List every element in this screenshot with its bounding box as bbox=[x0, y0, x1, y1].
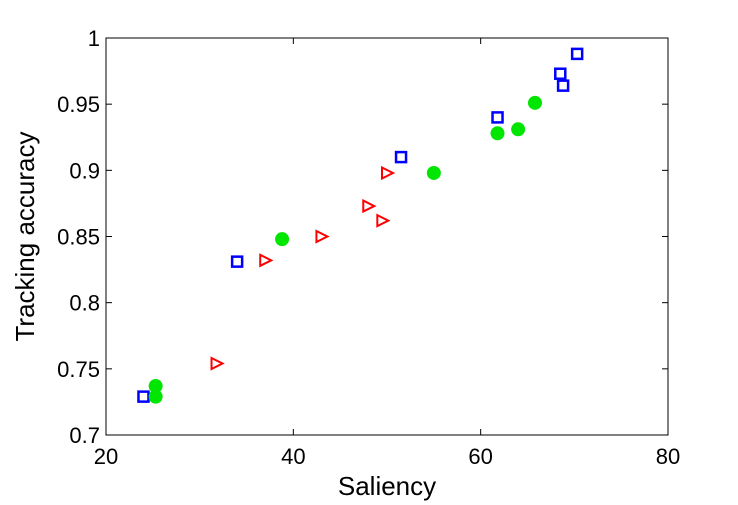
data-point-square bbox=[230, 255, 244, 268]
data-point-square bbox=[556, 79, 570, 92]
y-tick-label: 0.8 bbox=[69, 291, 100, 316]
data-point-triangle bbox=[381, 165, 396, 181]
data-point-circle bbox=[527, 95, 542, 110]
y-tick-label: 0.95 bbox=[57, 92, 100, 117]
data-point-circle bbox=[490, 126, 505, 141]
data-point-circle bbox=[148, 379, 163, 394]
data-point-triangle bbox=[210, 356, 225, 371]
data-point-square bbox=[491, 111, 504, 124]
data-point-triangle bbox=[259, 253, 274, 268]
axis-ticks bbox=[105, 37, 669, 436]
y-tick-label: 0.85 bbox=[57, 225, 100, 250]
x-tick-label: 80 bbox=[656, 444, 680, 469]
data-point-triangle bbox=[315, 229, 330, 244]
data-point-triangle bbox=[362, 198, 377, 214]
data-point-square bbox=[570, 47, 584, 61]
data-markers bbox=[137, 47, 584, 404]
x-axis-label: Saliency bbox=[338, 471, 436, 501]
x-tick-label: 40 bbox=[281, 444, 305, 469]
data-point-circle bbox=[511, 122, 526, 137]
data-point-square bbox=[394, 150, 408, 164]
data-point-triangle bbox=[376, 213, 391, 228]
data-point-circle bbox=[426, 165, 441, 180]
y-tick-label: 1 bbox=[88, 26, 100, 51]
x-tick-label: 60 bbox=[468, 444, 492, 469]
y-tick-label: 0.9 bbox=[69, 158, 100, 183]
data-point-circle bbox=[148, 389, 163, 404]
y-axis-label: Tracking accuracy bbox=[10, 132, 40, 342]
data-point-square bbox=[554, 67, 567, 80]
data-point-circle bbox=[275, 232, 290, 247]
y-tick-label: 0.75 bbox=[57, 357, 100, 382]
y-tick-label: 0.7 bbox=[69, 423, 100, 448]
plot-area bbox=[105, 37, 669, 436]
data-point-square bbox=[137, 390, 150, 403]
axis-tick-labels: 20 40 60 80 0.7 0.75 0.8 0.85 0.9 0.95 1 bbox=[57, 26, 680, 469]
x-tick-label: 20 bbox=[94, 444, 118, 469]
